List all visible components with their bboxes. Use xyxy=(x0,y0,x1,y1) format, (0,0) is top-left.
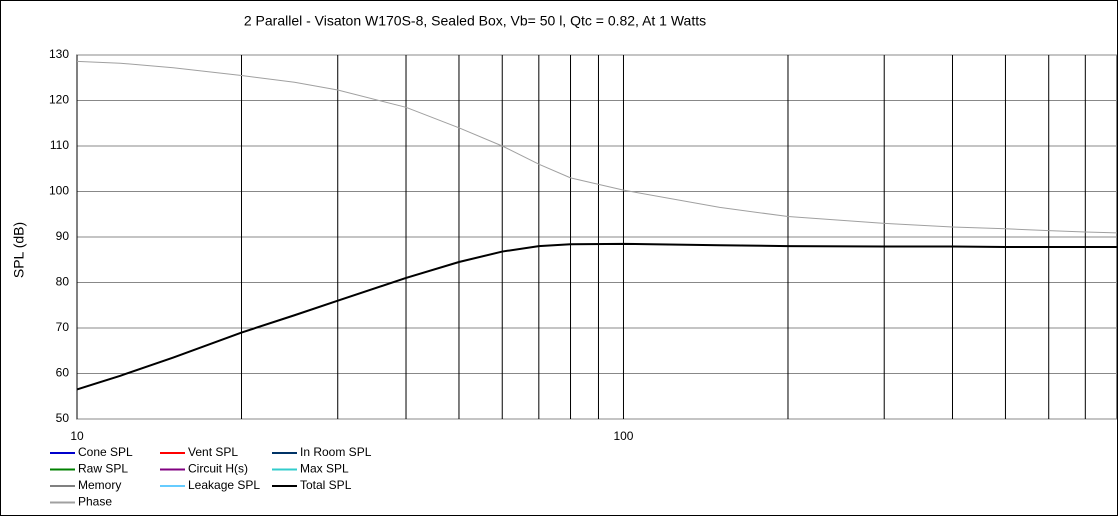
line-series xyxy=(76,242,1117,391)
y-tick-label: 80 xyxy=(56,275,70,289)
legend-label: Max SPL xyxy=(300,462,349,476)
y-tick-label: 90 xyxy=(56,229,70,243)
legend-label: Phase xyxy=(78,495,112,509)
y-tick-label: 130 xyxy=(49,47,69,61)
y-tick-label: 120 xyxy=(49,93,69,107)
legend-label: Memory xyxy=(78,478,121,492)
y-tick-label: 70 xyxy=(56,320,70,334)
chart-title: 2 Parallel - Visaton W170S-8, Sealed Box… xyxy=(244,13,706,29)
legend-label: Total SPL xyxy=(300,478,352,492)
legend-label: In Room SPL xyxy=(300,445,372,459)
y-tick-label: 60 xyxy=(56,366,70,380)
legend-label: Cone SPL xyxy=(78,445,133,459)
legend-label: Circuit H(s) xyxy=(188,462,248,476)
x-tick-label: 100 xyxy=(613,429,633,443)
y-tick-label: 110 xyxy=(50,138,69,152)
legend-label: Leakage SPL xyxy=(188,478,260,492)
legend-label: Raw SPL xyxy=(78,462,128,476)
y-tick-label: 50 xyxy=(56,411,70,425)
y-axis-label: SPL (dB) xyxy=(11,222,27,278)
y-tick-label: 100 xyxy=(49,184,69,198)
legend-label: Vent SPL xyxy=(188,445,238,459)
line-series xyxy=(76,60,1118,234)
x-tick-label: 10 xyxy=(70,429,84,443)
